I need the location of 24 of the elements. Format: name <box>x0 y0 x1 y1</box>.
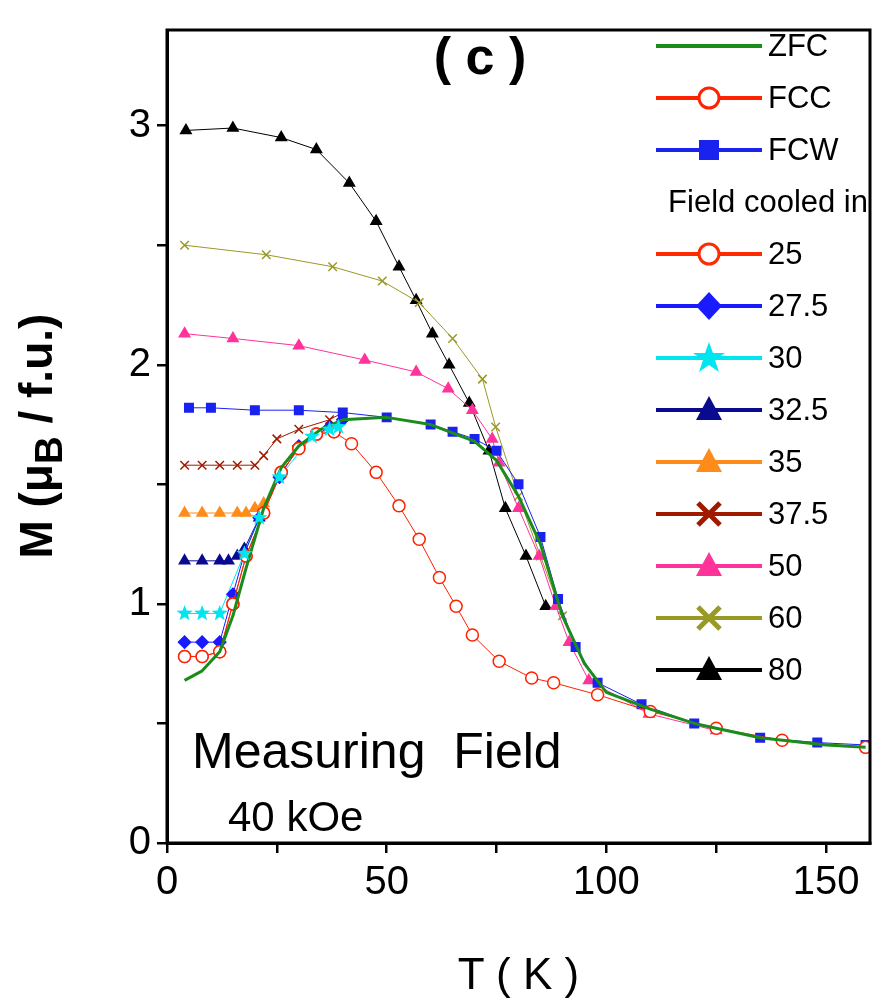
legend-label: 35 <box>768 443 804 481</box>
x-tick-label: 100 <box>573 858 640 903</box>
legend-label: 37.5 <box>768 495 830 533</box>
chart-title: ( c ) <box>432 26 528 86</box>
legend-label: 27.5 <box>768 287 830 325</box>
x-tick-label: 150 <box>792 858 860 903</box>
legend-label: FCW <box>768 131 840 169</box>
y-tick-label: 1 <box>128 578 151 623</box>
y-tick-label: 0 <box>128 818 151 863</box>
legend-label: 80 <box>768 651 804 689</box>
x-tick-label: 50 <box>364 858 409 903</box>
legend-label: 32.5 <box>768 391 830 429</box>
y-tick-label: 2 <box>128 339 151 384</box>
y-tick-label: 3 <box>128 100 151 145</box>
annotation: 40 kOe <box>227 792 365 842</box>
legend-title: Field cooled in <box>667 183 868 221</box>
legend-label: FCC <box>768 79 833 117</box>
annotation: Measuring Field <box>192 722 562 781</box>
legend-label: 50 <box>768 547 804 585</box>
legend-label: 60 <box>768 599 804 637</box>
x-axis-title: T ( K ) <box>457 948 580 998</box>
legend-label: 25 <box>768 235 804 273</box>
legend-label: 30 <box>768 339 804 377</box>
legend-label: ZFC <box>768 27 830 65</box>
